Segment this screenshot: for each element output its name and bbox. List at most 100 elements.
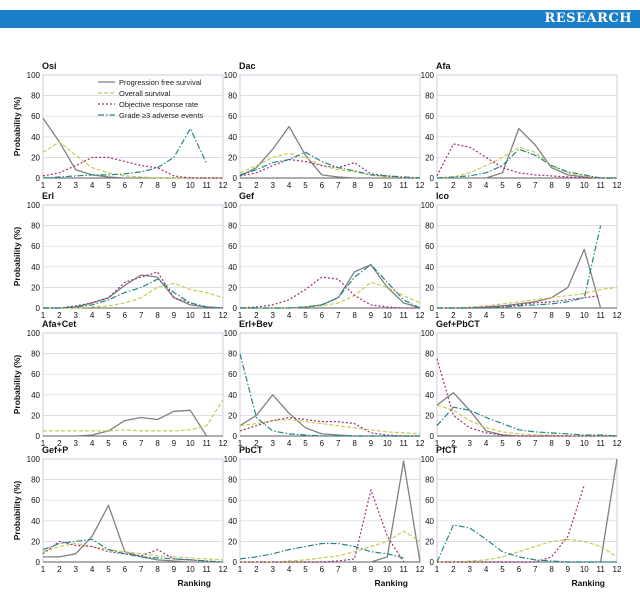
y-tick-label: 100	[421, 329, 435, 338]
x-tick-label: 6	[320, 311, 325, 320]
series-line-pfs	[43, 504, 223, 563]
y-tick-label: 40	[425, 263, 434, 272]
x-tick-label: 7	[139, 439, 144, 448]
x-tick-label: 1	[41, 439, 46, 448]
y-tick-label: 100	[27, 455, 41, 464]
x-tick-label: 10	[186, 311, 195, 320]
x-tick-label: 9	[566, 439, 571, 448]
series-line-os	[43, 282, 224, 309]
y-tick-label: 40	[425, 133, 434, 142]
panel-frame	[42, 332, 224, 437]
x-tick-label: 10	[580, 439, 589, 448]
series-line-orr	[437, 484, 585, 563]
x-tick-label: 3	[74, 181, 79, 190]
banner-title: RESEARCH	[544, 11, 632, 26]
y-tick-label: 20	[31, 153, 40, 162]
x-tick-label: 11	[399, 311, 408, 320]
x-tick-label: 9	[172, 181, 177, 190]
y-tick-label: 100	[27, 71, 41, 80]
y-tick-label: 20	[228, 153, 237, 162]
x-tick-label: 11	[596, 181, 605, 190]
x-tick-label: 12	[613, 439, 622, 448]
x-tick-label: 12	[416, 439, 425, 448]
x-tick-label: 6	[123, 181, 128, 190]
panel-title: Gef+PbCT	[436, 319, 480, 329]
x-tick-label: 3	[74, 565, 79, 574]
x-tick-label: 2	[57, 439, 62, 448]
x-tick-label: 5	[500, 311, 505, 320]
x-tick-label: 11	[596, 565, 605, 574]
series-line-os	[239, 418, 421, 435]
series-line-pfs	[42, 117, 223, 179]
series-line-ae	[240, 264, 421, 309]
x-tick-label: 4	[287, 311, 292, 320]
panel-frame	[239, 74, 421, 179]
x-tick-label: 1	[41, 565, 46, 574]
x-tick-label: 6	[517, 565, 522, 574]
series-line-orr	[436, 143, 617, 179]
x-tick-label: 7	[139, 311, 144, 320]
series-line-pfs	[240, 264, 421, 309]
y-tick-label: 40	[31, 133, 40, 142]
x-tick-label: 5	[106, 565, 111, 574]
x-tick-label: 4	[287, 565, 292, 574]
y-axis-label: Probability (%)	[12, 481, 22, 541]
y-tick-label: 0	[233, 432, 238, 441]
x-tick-label: 11	[202, 439, 211, 448]
x-tick-label: 7	[336, 311, 341, 320]
x-tick-label: 1	[238, 311, 243, 320]
series-line-ae	[42, 128, 208, 179]
y-tick-label: 40	[31, 391, 40, 400]
x-tick-label: 1	[435, 311, 440, 320]
panel-frame	[436, 74, 618, 179]
x-tick-label: 4	[287, 181, 292, 190]
x-tick-label: 12	[613, 181, 622, 190]
y-tick-label: 20	[425, 283, 434, 292]
series-line-os	[436, 146, 617, 179]
x-tick-label: 9	[566, 181, 571, 190]
x-tick-label: 10	[383, 565, 392, 574]
x-tick-label: 5	[106, 439, 111, 448]
x-tick-label: 10	[580, 565, 589, 574]
x-tick-label: 5	[303, 439, 308, 448]
x-tick-label: 7	[533, 311, 538, 320]
y-tick-label: 40	[228, 133, 237, 142]
x-tick-label: 9	[369, 439, 374, 448]
x-tick-label: 2	[57, 311, 62, 320]
x-tick-label: 2	[451, 565, 456, 574]
x-tick-label: 7	[533, 565, 538, 574]
x-tick-label: 1	[238, 439, 243, 448]
x-tick-label: 9	[172, 311, 177, 320]
x-tick-label: 11	[202, 311, 211, 320]
x-tick-label: 1	[435, 565, 440, 574]
x-tick-label: 6	[517, 311, 522, 320]
y-tick-label: 80	[228, 476, 237, 485]
y-tick-label: 0	[36, 174, 41, 183]
series-line-pfs	[239, 125, 420, 179]
x-tick-label: 2	[254, 181, 259, 190]
series-line-pfs	[240, 460, 421, 563]
series-line-orr	[436, 358, 617, 437]
y-tick-label: 20	[425, 537, 434, 546]
x-tick-label: 10	[186, 565, 195, 574]
series-line-os	[42, 542, 224, 561]
series-line-os	[437, 538, 618, 563]
y-tick-label: 100	[421, 455, 435, 464]
x-tick-label: 11	[596, 311, 605, 320]
x-tick-label: 7	[533, 181, 538, 190]
panel-frame	[436, 458, 618, 563]
x-tick-label: 8	[155, 439, 160, 448]
panel-title: Afa+Cet	[42, 319, 76, 329]
x-tick-label: 8	[352, 311, 357, 320]
legend-entry-pfs: Progression free survival	[119, 78, 202, 87]
x-tick-label: 11	[399, 181, 408, 190]
x-tick-label: 6	[517, 439, 522, 448]
x-tick-label: 11	[202, 181, 211, 190]
series-line-pfs	[43, 409, 223, 437]
panel-title: Erl+Bev	[239, 319, 273, 329]
